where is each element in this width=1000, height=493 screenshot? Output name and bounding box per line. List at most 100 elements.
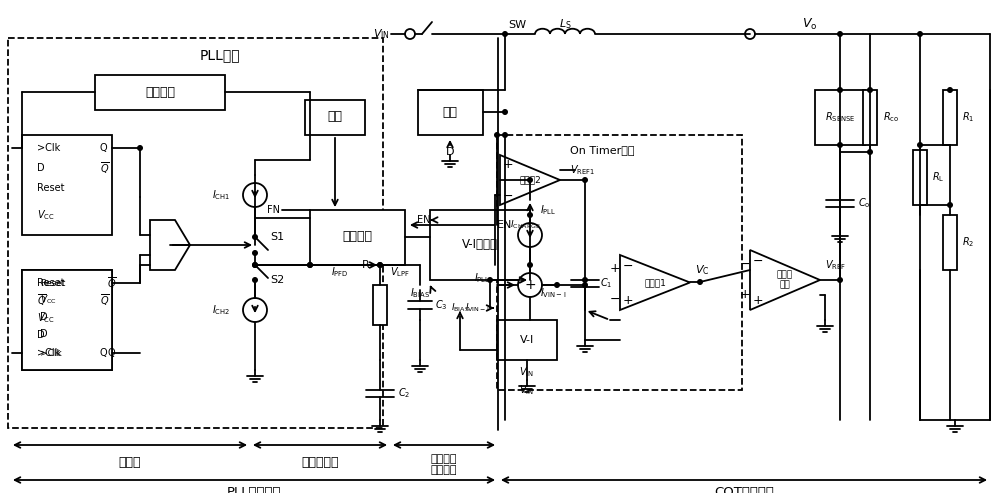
- Text: $\overline{Q}$: $\overline{Q}$: [107, 275, 117, 291]
- Circle shape: [697, 279, 703, 285]
- Circle shape: [582, 282, 588, 288]
- Text: Reset: Reset: [40, 279, 65, 287]
- Circle shape: [745, 29, 755, 39]
- Text: $-$: $-$: [609, 291, 621, 305]
- Text: EN: EN: [497, 220, 512, 230]
- Text: $V_{\rm LPF}$: $V_{\rm LPF}$: [390, 265, 410, 279]
- Text: On Timer模块: On Timer模块: [570, 145, 635, 155]
- Text: $R_{2}$: $R_{2}$: [962, 235, 974, 249]
- Text: $\overline{Q}$: $\overline{Q}$: [100, 292, 110, 308]
- Text: $I_{\rm PLL}$: $I_{\rm PLL}$: [474, 271, 490, 285]
- Circle shape: [554, 282, 560, 288]
- Text: 计算模块: 计算模块: [431, 465, 457, 475]
- Polygon shape: [500, 155, 560, 205]
- Text: EN: EN: [416, 215, 430, 225]
- Text: $\overline{Q}$: $\overline{Q}$: [37, 292, 47, 308]
- Text: D: D: [40, 329, 48, 339]
- Bar: [22, 270, 112, 370]
- Circle shape: [867, 87, 873, 93]
- Circle shape: [502, 31, 508, 37]
- Text: +: +: [753, 293, 763, 307]
- Text: $R_{\rm SENSE}$: $R_{\rm SENSE}$: [825, 110, 855, 124]
- Circle shape: [837, 142, 843, 148]
- Text: $C_{1}$: $C_{1}$: [600, 276, 612, 290]
- Circle shape: [252, 250, 258, 256]
- Text: $V_{\rm IN}$: $V_{\rm IN}$: [519, 365, 535, 379]
- Text: 低通滤波器: 低通滤波器: [301, 457, 339, 469]
- Circle shape: [252, 262, 258, 268]
- Text: D: D: [37, 330, 45, 340]
- Text: $-$: $-$: [502, 188, 514, 202]
- Text: $V_{\rm IN}$: $V_{\rm IN}$: [373, 27, 390, 41]
- Bar: [430, 210, 530, 280]
- Circle shape: [527, 212, 533, 218]
- Text: +: +: [740, 288, 750, 302]
- Text: 鉴相器: 鉴相器: [119, 457, 141, 469]
- Text: $V_{\rm CC}$: $V_{\rm CC}$: [40, 294, 57, 306]
- Circle shape: [252, 262, 258, 268]
- Text: $C_{2}$: $C_{2}$: [398, 386, 410, 400]
- Text: $V_{\rm CC}$: $V_{\rm CC}$: [37, 208, 55, 222]
- Text: $\overline{Q}$: $\overline{Q}$: [100, 160, 110, 176]
- Text: +: +: [610, 261, 620, 275]
- Text: $R_{\rm L}$: $R_{\rm L}$: [932, 170, 944, 184]
- Circle shape: [917, 31, 923, 37]
- Circle shape: [377, 262, 383, 268]
- Bar: [863, 90, 877, 145]
- Circle shape: [405, 29, 415, 39]
- Text: $R_{\rm co}$: $R_{\rm co}$: [883, 110, 899, 124]
- Circle shape: [243, 298, 267, 322]
- Circle shape: [137, 145, 143, 151]
- Circle shape: [307, 262, 313, 268]
- Text: $-$: $-$: [752, 253, 764, 267]
- Circle shape: [837, 277, 843, 283]
- Bar: [943, 90, 957, 145]
- Bar: [305, 100, 365, 135]
- Bar: [943, 215, 957, 270]
- Text: D: D: [446, 147, 454, 157]
- Circle shape: [947, 202, 953, 208]
- Circle shape: [494, 132, 500, 138]
- Text: $V_{\rm CC}$: $V_{\rm CC}$: [37, 311, 55, 325]
- Text: 误差放
大器: 误差放 大器: [777, 270, 793, 290]
- Text: Reset: Reset: [37, 278, 64, 288]
- Circle shape: [837, 31, 843, 37]
- Circle shape: [947, 87, 953, 93]
- Text: SW: SW: [508, 20, 526, 30]
- Text: $I_{\rm VIN-I}$: $I_{\rm VIN-I}$: [465, 302, 490, 314]
- Text: +: +: [524, 278, 536, 292]
- Text: $I_{\rm PFD}$: $I_{\rm PFD}$: [331, 265, 349, 279]
- Text: 启动: 启动: [328, 110, 342, 124]
- Circle shape: [867, 149, 873, 155]
- Text: >Clk: >Clk: [37, 143, 60, 153]
- Text: >Clk: >Clk: [40, 349, 62, 357]
- Text: $I_{\rm BIAS}$: $I_{\rm BIAS}$: [410, 286, 430, 300]
- Circle shape: [307, 262, 313, 268]
- Bar: [815, 90, 865, 145]
- Text: S1: S1: [270, 232, 284, 242]
- Text: $V_{\rm REF}$: $V_{\rm REF}$: [825, 258, 846, 272]
- Text: V-I: V-I: [520, 335, 534, 345]
- Circle shape: [252, 234, 258, 240]
- Text: $I_{\rm CHARGE}$: $I_{\rm CHARGE}$: [510, 219, 541, 231]
- Polygon shape: [750, 250, 820, 310]
- Circle shape: [837, 87, 843, 93]
- Text: R: R: [362, 260, 370, 270]
- Text: $V_{\rm REF1}$: $V_{\rm REF1}$: [570, 163, 595, 177]
- Bar: [373, 285, 387, 325]
- Circle shape: [582, 277, 588, 283]
- Text: D: D: [37, 163, 45, 173]
- Circle shape: [502, 132, 508, 138]
- Text: COT控制环路: COT控制环路: [714, 487, 774, 493]
- Circle shape: [487, 277, 493, 283]
- Bar: [497, 320, 557, 360]
- Text: 比较器2: 比较器2: [519, 176, 541, 184]
- Text: +: +: [503, 159, 513, 172]
- Circle shape: [582, 177, 588, 183]
- Text: 充电电流: 充电电流: [431, 454, 457, 464]
- Text: PLL控制环路: PLL控制环路: [227, 487, 281, 493]
- Bar: [310, 210, 405, 265]
- Bar: [22, 135, 112, 235]
- Text: Q: Q: [100, 348, 108, 358]
- Text: $I_{\rm CH2}$: $I_{\rm CH2}$: [212, 303, 230, 317]
